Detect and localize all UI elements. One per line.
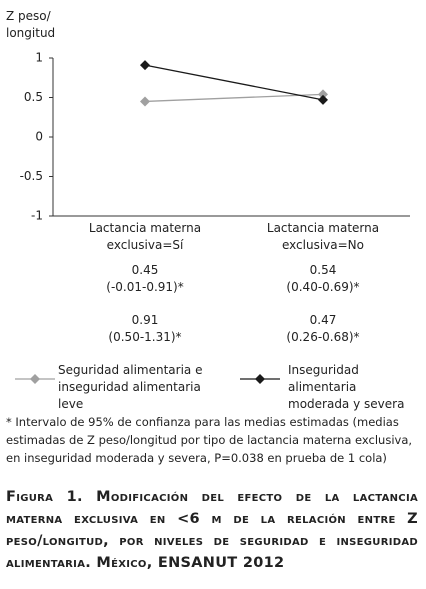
y-axis-label: Z peso/ longitud: [6, 9, 56, 40]
point: [318, 89, 328, 100]
value-label: 0.91: [131, 313, 159, 327]
x-tick-label: Lactancia materna exclusiva=Sí: [88, 221, 202, 252]
point: [140, 60, 150, 71]
y-tick-label: 1: [35, 51, 43, 65]
series-line: [144, 64, 324, 101]
y-tick-label: -1: [31, 209, 43, 223]
legend-label: Inseguridad alimentaria moderada y sever…: [288, 363, 405, 411]
point: [140, 96, 150, 107]
series-line: [144, 93, 324, 103]
x-tick-label: Lactancia materna exclusiva=No: [266, 221, 380, 252]
interval-label: (0.40-0.69)*: [286, 280, 360, 294]
y-tick-label: 0: [35, 130, 43, 144]
y-tick-label: -0.5: [20, 169, 43, 183]
value-label: 0.47: [309, 313, 337, 327]
interval-label: (-0.01-0.91)*: [106, 280, 184, 294]
y-tick-label: 0.5: [24, 90, 43, 104]
footnote: * Intervalo de 95% de confianza para las…: [6, 415, 413, 465]
interval-label: (0.26-0.68)*: [286, 330, 360, 344]
point: [318, 94, 328, 105]
caption: Figura 1. Modificación del efecto de la …: [6, 489, 418, 571]
legend-marker: [30, 374, 40, 384]
value-label: 0.54: [309, 263, 337, 277]
legend-marker: [255, 374, 265, 384]
legend-label: Seguridad alimentaria e inseguridad alim…: [58, 363, 203, 411]
value-label: 0.45: [131, 263, 159, 277]
interval-label: (0.50-1.31)*: [108, 330, 182, 344]
